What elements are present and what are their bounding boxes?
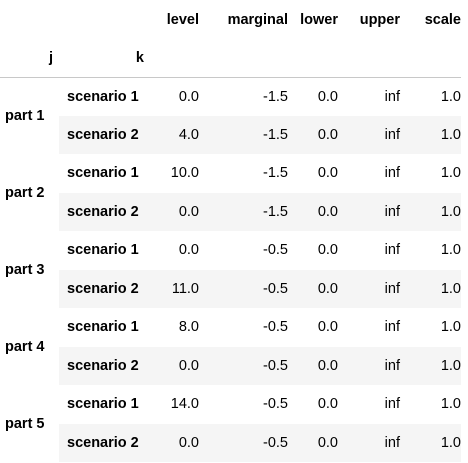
cell-marginal: -0.5 xyxy=(199,269,288,308)
header-blank xyxy=(59,0,150,39)
cell-lower: 0.0 xyxy=(288,423,338,462)
cell-marginal: -0.5 xyxy=(199,423,288,462)
table-row: scenario 2 0.0 -0.5 0.0 inf 1.0 xyxy=(0,346,461,385)
cell-upper: inf xyxy=(338,346,400,385)
row-index-label: scenario 1 xyxy=(67,319,139,336)
cell-scale: 1.0 xyxy=(400,346,461,385)
cell-lower: 0.0 xyxy=(317,88,338,105)
cell-marginal: -0.5 xyxy=(199,346,288,385)
cell-scale: 1.0 xyxy=(400,115,461,154)
row-index-label: scenario 2 xyxy=(59,192,150,231)
column-header-upper: upper xyxy=(359,11,400,28)
table-row: part 2 scenario 1 10.0 -1.5 0.0 inf 1.0 xyxy=(0,154,461,231)
cell-marginal: -1.5 xyxy=(199,115,288,154)
cell-scale: 1.0 xyxy=(400,423,461,462)
cell-lower: 0.0 xyxy=(288,192,338,231)
row-index-label: scenario 1 xyxy=(67,165,139,182)
cell-scale: 1.0 xyxy=(440,319,461,336)
cell-scale: 1.0 xyxy=(440,242,461,259)
row-index-label: scenario 2 xyxy=(59,115,150,154)
cell-scale: 1.0 xyxy=(440,165,461,182)
column-header-lower: lower xyxy=(300,11,338,28)
cell-marginal: -0.5 xyxy=(263,319,288,336)
table-row: part 3 scenario 1 0.0 -0.5 0.0 inf 1.0 xyxy=(0,231,461,308)
table-row: part 4 scenario 1 8.0 -0.5 0.0 inf 1.0 xyxy=(0,308,461,385)
cell-upper: inf xyxy=(384,165,400,182)
cell-lower: 0.0 xyxy=(317,319,338,336)
cell-level: 11.0 xyxy=(150,269,199,308)
table-row: scenario 2 4.0 -1.5 0.0 inf 1.0 xyxy=(0,115,461,154)
row-group-label: part 4 xyxy=(0,308,59,385)
cell-level: 10.0 xyxy=(170,165,199,182)
cell-lower: 0.0 xyxy=(317,396,338,413)
cell-level: 14.0 xyxy=(170,396,199,413)
cell-level: 0.0 xyxy=(150,346,199,385)
cell-lower: 0.0 xyxy=(288,269,338,308)
cell-level: 0.0 xyxy=(178,88,199,105)
row-group-label: part 5 xyxy=(0,385,59,462)
index-name-j: j xyxy=(0,39,59,78)
table-body: part 1 scenario 1 0.0 -1.5 0.0 inf 1.0 scenario… xyxy=(0,77,461,462)
header-blank xyxy=(150,39,199,78)
table-row: scenario 2 0.0 -0.5 0.0 inf 1.0 xyxy=(0,423,461,462)
header-blank xyxy=(288,39,338,78)
header-blank xyxy=(338,39,400,78)
cell-upper: inf xyxy=(384,242,400,259)
column-header-level: level xyxy=(166,11,199,28)
index-name-k: k xyxy=(59,39,150,78)
cell-marginal: -1.5 xyxy=(199,192,288,231)
cell-marginal: -1.5 xyxy=(263,165,288,182)
row-index-label: scenario 1 xyxy=(67,242,139,259)
row-index-label: scenario 2 xyxy=(59,423,150,462)
cell-level: 0.0 xyxy=(178,242,199,259)
cell-marginal: -0.5 xyxy=(263,242,288,259)
row-index-label: scenario 2 xyxy=(59,269,150,308)
column-header-row: level marginal lower upper scale xyxy=(0,0,461,39)
table-row: scenario 2 11.0 -0.5 0.0 inf 1.0 xyxy=(0,269,461,308)
cell-level: 0.0 xyxy=(150,423,199,462)
table-row: part 5 scenario 1 14.0 -0.5 0.0 inf 1.0 xyxy=(0,385,461,462)
column-header-marginal: marginal xyxy=(227,11,288,28)
cell-lower: 0.0 xyxy=(317,242,338,259)
row-group-label: part 1 xyxy=(0,77,59,154)
cell-upper: inf xyxy=(384,396,400,413)
column-header-scale: scale xyxy=(424,11,461,28)
row-group-label: part 3 xyxy=(0,231,59,308)
cell-lower: 0.0 xyxy=(288,115,338,154)
table-row: scenario 2 0.0 -1.5 0.0 inf 1.0 xyxy=(0,192,461,231)
cell-lower: 0.0 xyxy=(288,346,338,385)
cell-upper: inf xyxy=(338,423,400,462)
cell-marginal: -0.5 xyxy=(263,396,288,413)
table-header: level marginal lower upper scale j k xyxy=(0,0,461,78)
header-blank xyxy=(0,0,59,39)
cell-upper: inf xyxy=(384,88,400,105)
row-index-label: scenario 1 xyxy=(67,88,139,105)
cell-scale: 1.0 xyxy=(440,88,461,105)
cell-scale: 1.0 xyxy=(400,269,461,308)
cell-upper: inf xyxy=(338,115,400,154)
row-index-label: scenario 2 xyxy=(59,346,150,385)
cell-marginal: -1.5 xyxy=(263,88,288,105)
cell-upper: inf xyxy=(338,192,400,231)
cell-scale: 1.0 xyxy=(440,396,461,413)
cell-scale: 1.0 xyxy=(400,192,461,231)
index-name-row: j k xyxy=(0,39,461,78)
cell-level: 4.0 xyxy=(150,115,199,154)
table-row: part 1 scenario 1 0.0 -1.5 0.0 inf 1.0 xyxy=(0,77,461,154)
cell-level: 0.0 xyxy=(150,192,199,231)
row-index-label: scenario 1 xyxy=(67,396,139,413)
cell-upper: inf xyxy=(384,319,400,336)
cell-upper: inf xyxy=(338,269,400,308)
header-blank xyxy=(199,39,288,78)
header-blank xyxy=(400,39,461,78)
cell-lower: 0.0 xyxy=(317,165,338,182)
cell-level: 8.0 xyxy=(178,319,199,336)
row-group-label: part 2 xyxy=(0,154,59,231)
